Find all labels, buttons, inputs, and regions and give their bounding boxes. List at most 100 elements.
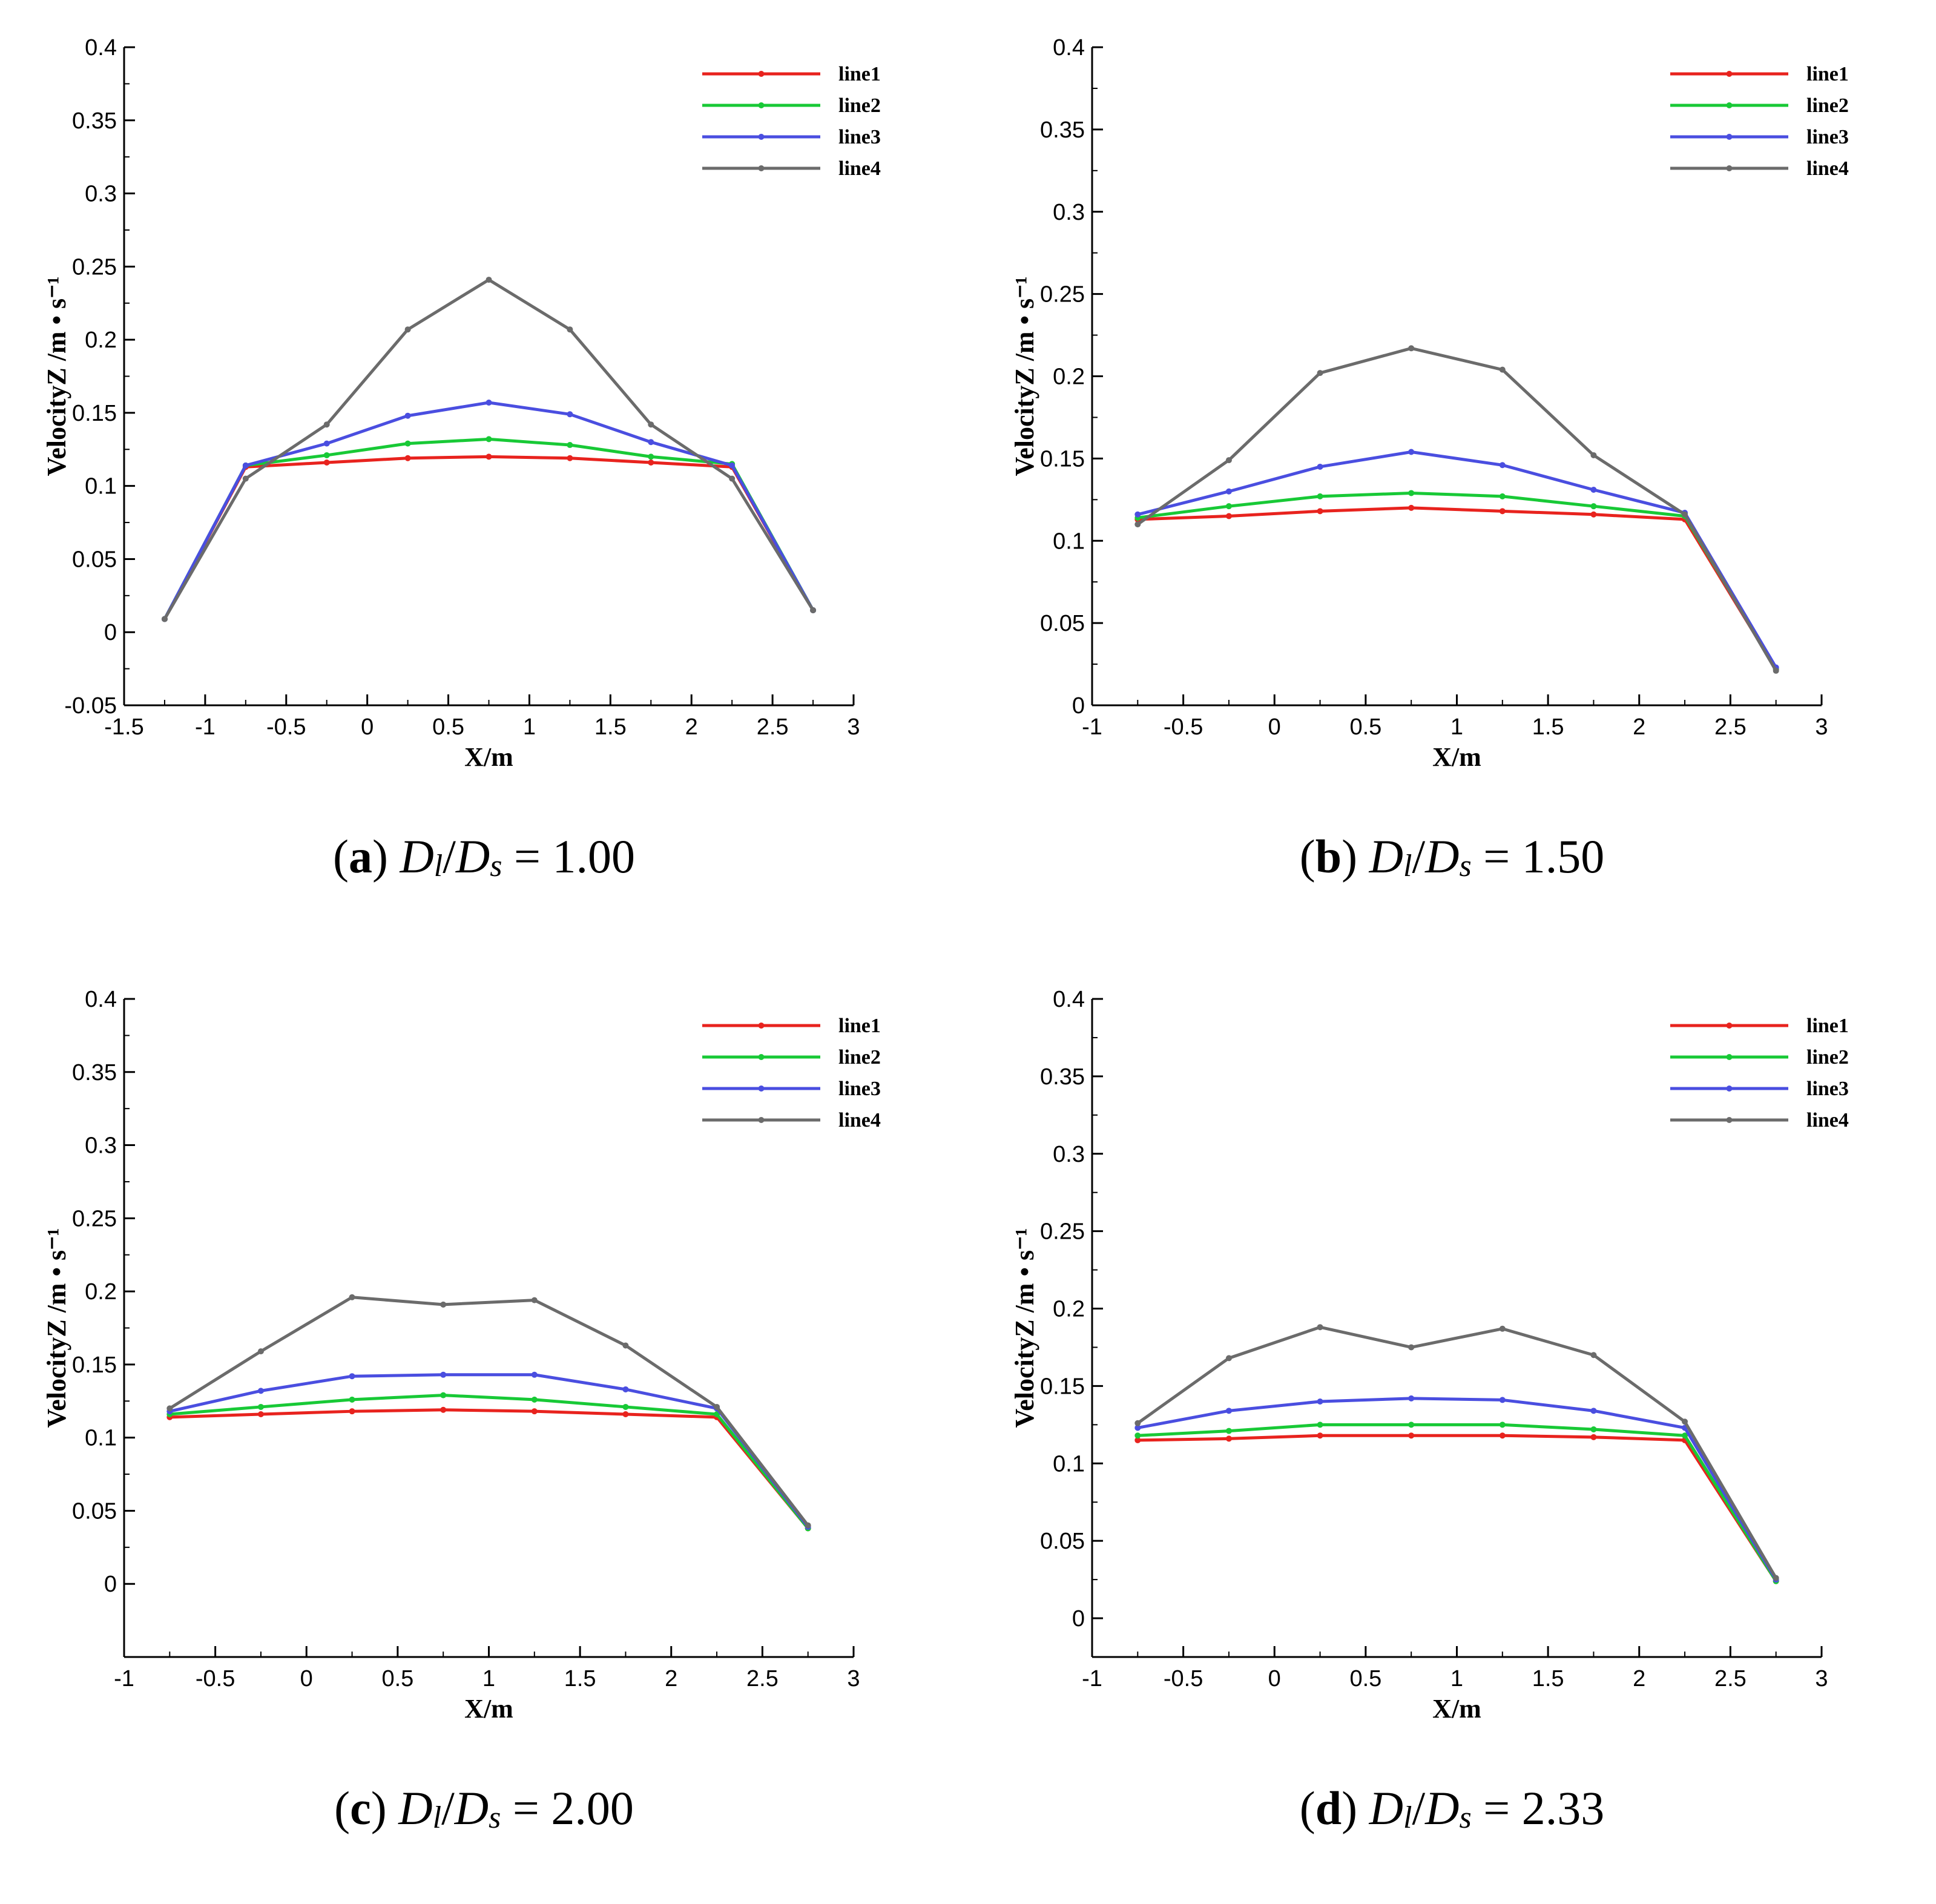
data-point-line4: [1225, 457, 1232, 464]
data-point-line2: [1408, 490, 1415, 496]
data-point-line4: [1317, 1324, 1323, 1331]
data-point-line3: [257, 1388, 264, 1394]
data-point-line3: [1134, 511, 1141, 518]
data-point-line3: [242, 462, 249, 469]
legend-marker-line3: [758, 1085, 765, 1092]
series-line-line4: [1136, 346, 1777, 672]
legend-marker-line4: [1726, 165, 1733, 171]
chart-svg-a: -0.05 0 0.05 0.1 0.15 0.2 0.25 0.3 0.35 0.4 -1.5 -1…: [42, 35, 881, 772]
data-point-line3: [440, 1371, 447, 1378]
chart-svg-c: 0 0.05 0.1 0.15 0.2 0.25 0.3 0.35 0.4 -1 -0.5 0 0.5 1…: [42, 987, 881, 1724]
caption-a: (a) Dl/Ds = 1.00: [332, 830, 636, 883]
legend-label-line3: line3: [838, 1078, 881, 1100]
data-point-line1: [1499, 1432, 1506, 1439]
data-point-line2: [1225, 503, 1232, 510]
y-tick-label: 0.4: [1053, 987, 1085, 1012]
data-point-line2: [1590, 503, 1597, 510]
y-tick-label: 0.15: [1040, 1374, 1085, 1399]
caption-d: (d) Dl/Ds = 2.33: [1299, 1782, 1605, 1835]
series-line-line3: [1137, 1397, 1777, 1581]
data-point-line1: [1408, 1432, 1415, 1439]
series-line-line4: [168, 1296, 809, 1527]
series-line-line1: [1138, 506, 1777, 670]
legend-marker-line4: [758, 165, 765, 171]
caption-b: (b) Dl/Ds = 1.50: [1299, 830, 1605, 883]
y-axis-title: VelocityZ /m • s⁻¹: [42, 276, 71, 476]
x-tick-label: 1.5: [1532, 714, 1564, 740]
data-point-line1: [531, 1408, 538, 1415]
x-tick-label: 2.5: [1714, 714, 1747, 740]
data-point-line2: [323, 452, 330, 458]
y-tick-label: 0.3: [1053, 200, 1085, 225]
chart-svg-b: 0 0.05 0.1 0.15 0.2 0.25 0.3 0.35 0.4 -1 -0.5 0 0.5 1…: [1010, 35, 1849, 772]
y-tick-label: 0.1: [1053, 529, 1085, 554]
x-tick-label: -1.5: [104, 714, 143, 740]
data-point-line4: [1773, 1575, 1779, 1581]
x-tick-label: 0: [361, 714, 374, 740]
x-tick-label: 0: [1268, 1666, 1281, 1692]
data-point-line4: [622, 1342, 629, 1349]
x-tick-label: 3: [847, 1666, 860, 1692]
x-tick-label: 0.5: [1349, 1666, 1381, 1692]
y-tick-label: 0.05: [72, 1498, 117, 1524]
x-tick-label: -1: [1082, 714, 1102, 740]
x-axis-title: X/m: [1432, 742, 1481, 772]
y-tick-label: 0.05: [1040, 1529, 1085, 1554]
y-tick-label: 0.3: [1053, 1142, 1085, 1167]
x-tick-label: 2: [1633, 1666, 1645, 1692]
x-tick-label: 2.5: [746, 1666, 779, 1692]
legend-label-line4: line4: [838, 157, 881, 180]
x-tick-label: 2: [665, 1666, 677, 1692]
data-point-line4: [1408, 345, 1415, 352]
legend-label-line2: line2: [838, 1046, 881, 1069]
y-tick-label: 0.05: [72, 547, 117, 572]
data-point-line2: [1317, 493, 1323, 499]
x-tick-label: 2.5: [757, 714, 789, 740]
data-point-line2: [1134, 1432, 1141, 1439]
data-point-line3: [622, 1386, 629, 1392]
x-tick-label: 0.5: [381, 1666, 413, 1692]
data-point-line3: [486, 399, 492, 406]
data-point-line2: [531, 1396, 538, 1403]
x-tick-label: -1: [114, 1666, 134, 1692]
chart-svg-d: 0 0.05 0.1 0.15 0.2 0.25 0.3 0.35 0.4 -1 -0.5 0 0.5 1…: [1010, 987, 1849, 1724]
y-tick-label: 0.35: [72, 108, 117, 134]
data-point-line2: [1317, 1421, 1323, 1428]
x-tick-label: 1: [1450, 1666, 1463, 1692]
legend-label-line2: line2: [1806, 94, 1849, 117]
chart-panel-b: 0 0.05 0.1 0.15 0.2 0.25 0.3 0.35 0.4 -1 -0.5 0 0.5 1…: [968, 0, 1936, 952]
y-tick-label: -0.05: [64, 693, 117, 719]
y-tick-label: 0.4: [85, 35, 117, 61]
legend-label-line4: line4: [1806, 157, 1849, 180]
legend-marker-line2: [1726, 102, 1733, 108]
y-tick-label: 0.2: [1053, 364, 1085, 390]
data-point-line2: [567, 442, 573, 449]
x-tick-label: -1: [1082, 1666, 1102, 1692]
legend-marker-line3: [1726, 134, 1733, 140]
legend-marker-line4: [1726, 1117, 1733, 1123]
data-point-line4: [166, 1405, 173, 1412]
x-tick-label: 2.5: [1714, 1666, 1747, 1692]
legend-marker-line3: [758, 134, 765, 140]
series-line-line2: [170, 1394, 809, 1529]
x-tick-label: -0.5: [1164, 1666, 1203, 1692]
legend-label-line1: line1: [1806, 63, 1849, 85]
data-point-line3: [323, 440, 330, 447]
y-axis-title: VelocityZ /m • s⁻¹: [42, 1228, 71, 1428]
x-axis-title: X/m: [464, 742, 513, 772]
data-point-line1: [1225, 513, 1232, 519]
data-point-line2: [1499, 1421, 1506, 1428]
x-tick-label: 0: [300, 1666, 313, 1692]
y-tick-label: 0.35: [1040, 117, 1085, 143]
data-point-line1: [1590, 511, 1597, 518]
y-tick-label: 0.4: [1053, 35, 1085, 61]
legend-marker-line3: [1726, 1085, 1733, 1092]
data-point-line4: [161, 616, 168, 622]
chart-panel-d: 0 0.05 0.1 0.15 0.2 0.25 0.3 0.35 0.4 -1 -0.5 0 0.5 1…: [968, 952, 1936, 1903]
chart-panel-c: 0 0.05 0.1 0.15 0.2 0.25 0.3 0.35 0.4 -1 -0.5 0 0.5 1…: [0, 952, 968, 1903]
data-point-line4: [1773, 667, 1779, 674]
data-point-line1: [622, 1411, 629, 1418]
data-point-line2: [1590, 1426, 1597, 1433]
data-point-line1: [1225, 1435, 1232, 1442]
data-point-line4: [404, 326, 411, 333]
